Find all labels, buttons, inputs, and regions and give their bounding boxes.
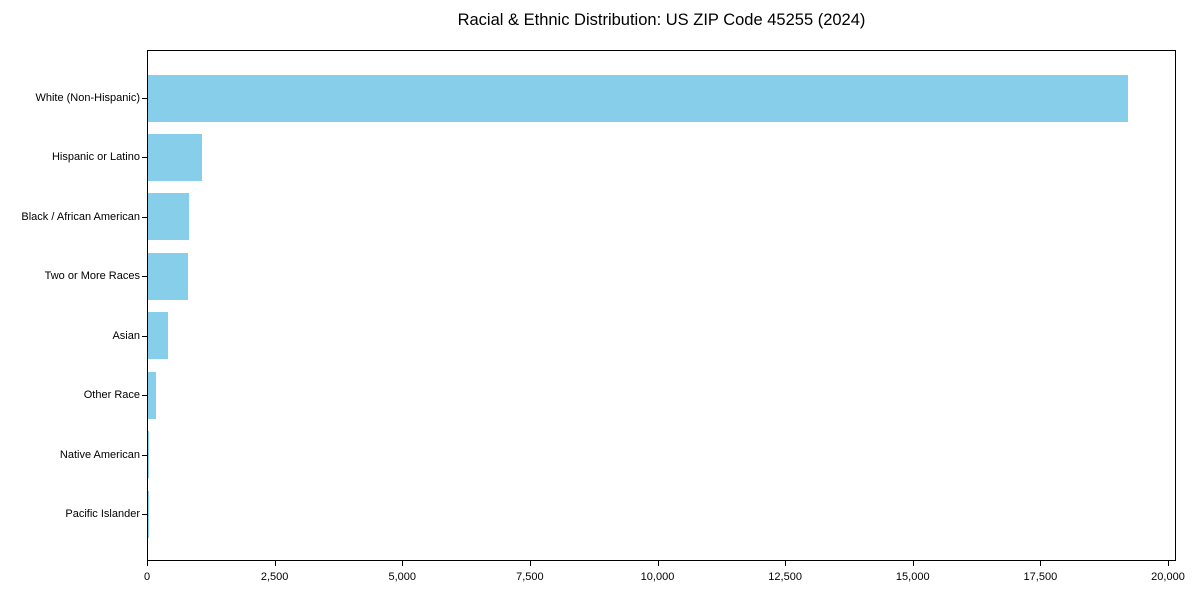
y-tick-mark bbox=[142, 216, 147, 218]
bar-two-or-more-races bbox=[148, 252, 189, 300]
x-tick-mark bbox=[147, 561, 148, 566]
bar-other-race bbox=[148, 371, 156, 419]
y-tick-label: Asian bbox=[112, 329, 140, 342]
x-tick-mark bbox=[912, 561, 914, 566]
bar-black-african-american bbox=[148, 193, 190, 241]
y-tick-label: Native American bbox=[59, 448, 140, 461]
y-tick-label: Two or More Races bbox=[44, 270, 140, 283]
x-tick-mark bbox=[529, 561, 531, 566]
y-tick-label: White (Non-Hispanic) bbox=[35, 92, 140, 104]
y-tick-label: Hispanic or Latino bbox=[51, 151, 140, 164]
x-tick-mark bbox=[402, 561, 404, 566]
x-tick-label: 5,000 bbox=[388, 571, 417, 583]
y-tick-label: Pacific Islander bbox=[65, 508, 140, 520]
x-tick-label: 7,500 bbox=[516, 571, 544, 583]
y-tick-mark bbox=[142, 454, 147, 456]
y-tick-mark bbox=[142, 395, 147, 397]
bar-native-american bbox=[148, 431, 150, 479]
x-tick-label: 2,500 bbox=[260, 571, 289, 583]
x-tick-mark bbox=[1040, 561, 1042, 566]
y-tick-mark bbox=[142, 335, 147, 337]
bar-hispanic-or-latino bbox=[148, 133, 203, 181]
y-tick-mark bbox=[142, 514, 147, 515]
x-tick-mark bbox=[657, 561, 659, 566]
bar-pacific-islander bbox=[148, 490, 149, 538]
x-tick-label: 10,000 bbox=[640, 571, 675, 583]
x-tick-label: 15,000 bbox=[895, 571, 930, 583]
x-tick-label: 0 bbox=[143, 571, 151, 583]
x-tick-mark bbox=[1168, 561, 1169, 566]
y-tick-mark bbox=[142, 157, 147, 159]
x-tick-label: 12,500 bbox=[768, 571, 802, 583]
x-tick-mark bbox=[274, 561, 276, 566]
bar-asian bbox=[148, 312, 169, 360]
chart-title: Racial & Ethnic Distribution: US ZIP Cod… bbox=[457, 11, 866, 29]
y-tick-label: Black / African American bbox=[21, 210, 140, 223]
x-tick-label: 17,500 bbox=[1023, 571, 1058, 583]
x-tick-mark bbox=[785, 561, 787, 566]
y-tick-mark bbox=[142, 98, 147, 99]
y-tick-label: Other Race bbox=[83, 389, 140, 402]
x-tick-label: 20,000 bbox=[1151, 571, 1185, 583]
y-tick-mark bbox=[142, 276, 147, 278]
plot-area bbox=[147, 50, 1176, 561]
bar-white-non-hispanic bbox=[148, 74, 1129, 122]
